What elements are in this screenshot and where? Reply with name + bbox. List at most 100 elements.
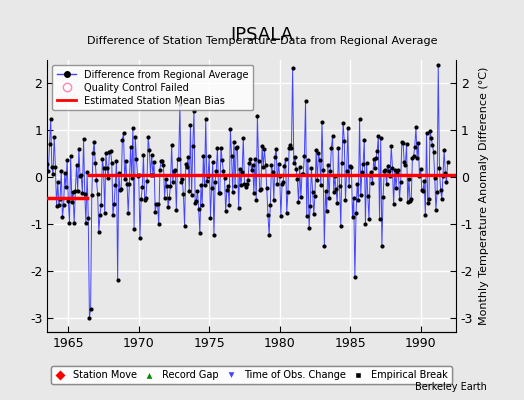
Point bbox=[409, 153, 418, 159]
Point bbox=[331, 173, 339, 180]
Point bbox=[195, 230, 204, 237]
Point bbox=[408, 155, 417, 162]
Point bbox=[293, 176, 301, 182]
Point bbox=[103, 165, 111, 172]
Point bbox=[132, 156, 140, 162]
Point bbox=[169, 179, 177, 185]
Point bbox=[282, 210, 291, 216]
Point bbox=[150, 158, 158, 165]
Point bbox=[181, 161, 190, 167]
Point bbox=[83, 169, 91, 176]
Point bbox=[378, 243, 386, 250]
Point bbox=[318, 119, 326, 125]
Point bbox=[383, 181, 391, 187]
Point bbox=[253, 113, 261, 120]
Point bbox=[69, 188, 77, 195]
Point bbox=[403, 199, 412, 205]
Point bbox=[110, 201, 118, 207]
Point bbox=[248, 162, 257, 168]
Point bbox=[338, 160, 346, 166]
Text: IPSALA: IPSALA bbox=[231, 26, 293, 44]
Point bbox=[300, 153, 309, 160]
Point bbox=[176, 101, 184, 108]
Point bbox=[79, 136, 88, 142]
Point bbox=[374, 133, 383, 140]
Point bbox=[67, 152, 75, 159]
Point bbox=[307, 165, 315, 171]
Point bbox=[238, 169, 246, 176]
Point bbox=[218, 157, 226, 164]
Point bbox=[422, 130, 431, 136]
Point bbox=[43, 161, 51, 168]
Point bbox=[439, 173, 447, 179]
Point bbox=[206, 215, 215, 222]
Point bbox=[244, 176, 252, 183]
Point bbox=[280, 162, 289, 169]
Point bbox=[254, 158, 263, 164]
Point bbox=[237, 182, 245, 188]
Point bbox=[126, 144, 135, 150]
Point bbox=[279, 178, 288, 185]
Point bbox=[334, 145, 343, 151]
Point bbox=[361, 220, 369, 227]
Point bbox=[88, 192, 96, 198]
Point bbox=[336, 223, 345, 229]
Point bbox=[258, 143, 266, 149]
Point bbox=[106, 148, 115, 154]
Point bbox=[294, 198, 303, 205]
Point bbox=[232, 144, 241, 151]
Point bbox=[372, 155, 380, 161]
Point bbox=[387, 143, 396, 149]
Point bbox=[411, 144, 419, 150]
Point bbox=[419, 188, 427, 194]
Point bbox=[316, 182, 325, 188]
Point bbox=[265, 232, 274, 238]
Point bbox=[75, 146, 83, 152]
Point bbox=[64, 198, 72, 204]
Point bbox=[401, 162, 410, 168]
Point bbox=[154, 200, 162, 207]
Point bbox=[62, 184, 70, 190]
Point bbox=[95, 228, 103, 235]
Point bbox=[441, 170, 450, 176]
Point bbox=[380, 168, 388, 175]
Point bbox=[172, 207, 181, 214]
Point bbox=[223, 187, 231, 193]
Point bbox=[242, 184, 250, 190]
Point bbox=[159, 161, 168, 168]
Point bbox=[393, 169, 401, 176]
Point bbox=[407, 196, 416, 202]
Point bbox=[134, 172, 142, 179]
Point bbox=[100, 165, 108, 172]
Point bbox=[421, 211, 430, 218]
Point bbox=[306, 202, 314, 209]
Point bbox=[332, 186, 340, 193]
Point bbox=[140, 197, 149, 203]
Point bbox=[312, 147, 320, 154]
Point bbox=[429, 148, 438, 155]
Point bbox=[168, 142, 176, 148]
Point bbox=[412, 124, 420, 130]
Point bbox=[184, 154, 192, 160]
Point bbox=[230, 138, 238, 145]
Point bbox=[414, 140, 422, 147]
Point bbox=[313, 177, 322, 183]
Point bbox=[71, 188, 80, 194]
Point bbox=[163, 183, 171, 189]
Point bbox=[431, 174, 439, 181]
Point bbox=[72, 162, 81, 168]
Point bbox=[90, 139, 99, 145]
Point bbox=[247, 167, 256, 173]
Point bbox=[224, 183, 232, 189]
Point bbox=[309, 189, 317, 195]
Point bbox=[200, 182, 209, 188]
Point bbox=[170, 167, 178, 174]
Point bbox=[367, 169, 376, 175]
Point bbox=[227, 152, 236, 159]
Point bbox=[139, 152, 148, 158]
Point bbox=[92, 177, 101, 184]
Point bbox=[377, 135, 385, 142]
Point bbox=[198, 202, 206, 208]
Point bbox=[155, 221, 163, 228]
Point bbox=[58, 214, 67, 220]
